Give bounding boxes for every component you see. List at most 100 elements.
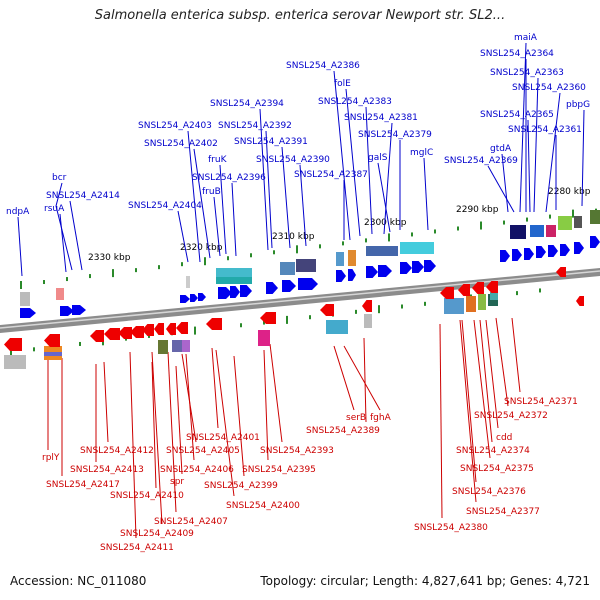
tick-mark — [263, 320, 265, 325]
gene-label-maia: maiA — [514, 33, 538, 43]
label-leader-lines — [17, 42, 585, 539]
reverse-gene-arrow — [260, 312, 276, 324]
feature-box — [326, 320, 348, 334]
gene-label-snsl254-a2401: SNSL254_A2401 — [186, 433, 260, 443]
forward-gene-arrow — [500, 250, 510, 262]
feature-box — [348, 250, 356, 266]
leader-line — [59, 213, 67, 273]
tick-mark — [549, 214, 551, 219]
forward-gene-arrow — [548, 245, 558, 257]
gene-labels: ndpA rsuA bcr SNSL254_A2414 SNSL254_A2404 SNS… — [6, 33, 590, 553]
reverse-gene-arrow — [142, 324, 154, 336]
reverse-gene-arrow — [4, 338, 22, 351]
tick-mark — [342, 241, 344, 246]
tick-mark — [424, 301, 426, 306]
tick-mark — [480, 221, 482, 230]
tick-mark — [309, 315, 311, 320]
reverse-gene-arrow — [556, 267, 566, 277]
tick-mark — [411, 232, 413, 237]
leader-line — [263, 349, 269, 461]
gene-label-snsl254-a2395: SNSL254_A2395 — [242, 465, 316, 475]
forward-gene-arrow — [72, 305, 86, 315]
gene-label-snsl254-a2405: SNSL254_A2405 — [166, 446, 240, 456]
feature-box — [530, 225, 544, 237]
page-title: Salmonella enterica subsp. enterica sero… — [94, 8, 506, 23]
leader-line — [343, 345, 381, 411]
forward-gene-arrow — [536, 246, 546, 258]
tick-mark — [194, 326, 196, 335]
leader-line — [177, 210, 189, 263]
gene-label-snsl254-a2403: SNSL254_A2403 — [138, 121, 212, 131]
gene-label-snsl254-a2379: SNSL254_A2379 — [358, 130, 432, 140]
reverse-gene-arrow — [486, 281, 498, 293]
reverse-gene-arrow — [472, 282, 484, 294]
feature-box — [258, 330, 270, 346]
leader-line — [527, 119, 531, 213]
forward-gene-arrow — [412, 261, 424, 273]
leader-line — [345, 88, 361, 237]
forward-gene-arrow — [524, 248, 534, 260]
leader-line — [495, 317, 509, 407]
leader-line — [459, 319, 477, 503]
leader-line — [187, 130, 201, 263]
gene-label-snsl254-a2411: SNSL254_A2411 — [100, 543, 174, 553]
gene-label-snsl254-a2387: SNSL254_A2387 — [294, 170, 368, 180]
tick-mark — [539, 288, 541, 293]
feature-box — [490, 292, 498, 300]
feature-box — [280, 262, 295, 275]
forward-gene-arrow — [424, 260, 436, 272]
gene-label-cdd: cdd — [496, 433, 512, 443]
gene-label-snsl254-a2404: SNSL254_A2404 — [128, 201, 202, 211]
leader-line — [219, 164, 227, 255]
reverse-gene-arrow — [130, 326, 144, 338]
forward-gene-arrow — [20, 308, 36, 318]
forward-gene-arrow — [366, 266, 378, 278]
leader-line — [533, 77, 539, 213]
scale-label-2310: 2310 kbp — [272, 232, 315, 242]
reverse-gene-arrow — [176, 322, 188, 334]
forward-gene-arrow — [218, 287, 232, 299]
gene-label-snsl254-a2386: SNSL254_A2386 — [286, 61, 360, 71]
leader-line — [511, 317, 521, 393]
leader-line — [461, 319, 477, 483]
gene-label-snsl254-a2371: SNSL254_A2371 — [504, 397, 578, 407]
feature-box — [558, 216, 572, 230]
reverse-gene-arrow — [90, 330, 104, 342]
tick-mark — [204, 257, 206, 266]
feature-box — [444, 298, 464, 314]
tick-mark — [135, 268, 137, 273]
gene-label-snsl254-a2417: SNSL254_A2417 — [46, 480, 120, 490]
feature-box — [466, 296, 476, 312]
tick-mark — [250, 253, 252, 258]
reverse-gene-arrow — [576, 296, 584, 306]
gene-label-snsl254-a2410: SNSL254_A2410 — [110, 491, 184, 501]
gene-label-snsl254-a2412: SNSL254_A2412 — [80, 446, 154, 456]
leader-line — [129, 351, 137, 539]
leader-line — [333, 70, 351, 241]
tick-mark — [365, 238, 367, 243]
leader-line — [193, 148, 211, 259]
gene-label-snsl254-a2402: SNSL254_A2402 — [144, 139, 218, 149]
gene-label-rsua: rsuA — [44, 204, 65, 214]
reverse-gene-arrow — [206, 318, 222, 330]
reverse-gene-arrow — [440, 287, 454, 299]
gene-label-snsl254-a2394: SNSL254_A2394 — [210, 99, 284, 109]
leader-line — [69, 200, 83, 271]
leader-line — [103, 361, 109, 443]
feature-boxes — [4, 210, 600, 369]
reverse-gene-arrow — [154, 323, 164, 335]
scale-label-2330: 2330 kbp — [88, 253, 131, 263]
gene-label-snsl254-a2375: SNSL254_A2375 — [460, 464, 534, 474]
forward-gene-arrow — [348, 269, 356, 281]
gene-label-snsl254-a2361: SNSL254_A2361 — [508, 125, 582, 135]
reverse-gene-arrow — [362, 300, 372, 312]
forward-gene-arrow — [400, 262, 412, 274]
forward-gene-arrow — [266, 282, 278, 294]
leader-line — [231, 182, 237, 257]
forward-gene-arrow — [240, 285, 252, 297]
gene-label-snsl254-a2389: SNSL254_A2389 — [306, 426, 380, 436]
forward-gene-arrow — [198, 293, 206, 301]
forward-gene-arrow — [180, 295, 190, 303]
leader-line — [545, 92, 561, 213]
